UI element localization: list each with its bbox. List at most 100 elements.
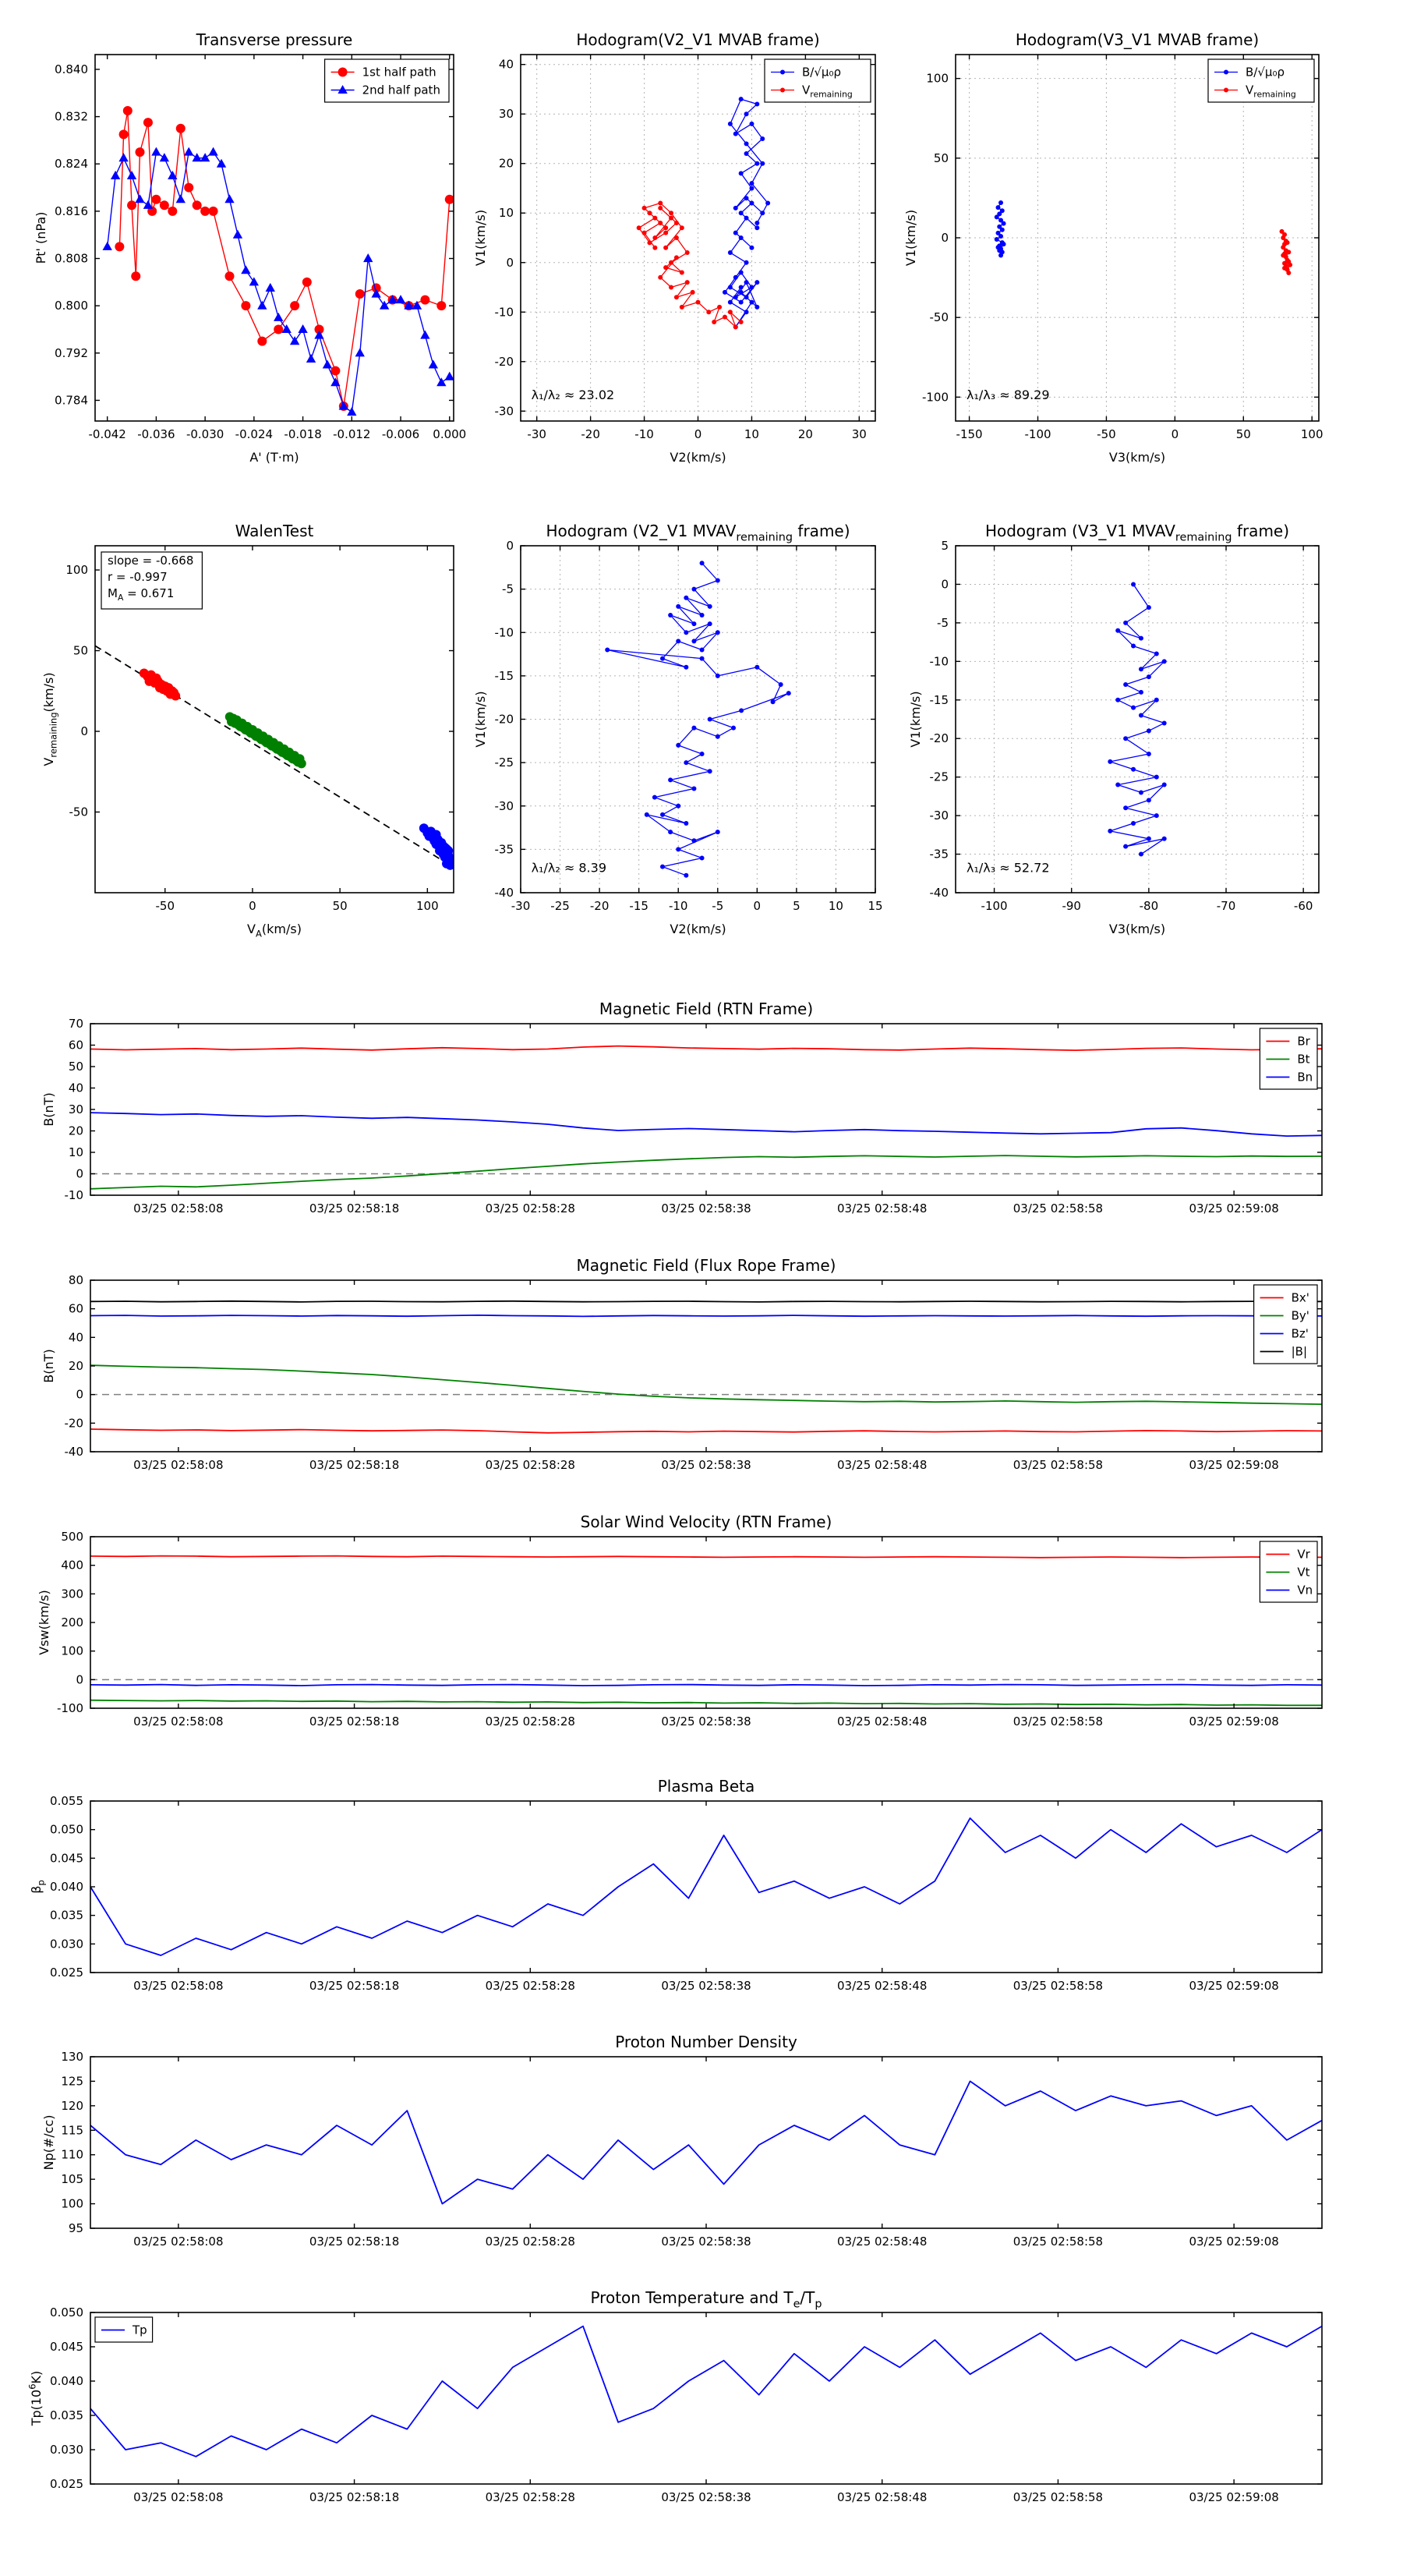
y-tick-label: 10: [499, 206, 514, 220]
y-tick-label: 0.824: [55, 157, 88, 171]
marker-circle: [241, 301, 251, 311]
y-tick-label: 0.030: [50, 2443, 83, 2457]
marker-triangle: [143, 200, 154, 209]
marker-dot: [673, 235, 679, 240]
marker-dot: [749, 121, 755, 126]
legend-label: 2nd half path: [362, 83, 440, 97]
y-tick-label: 0.050: [50, 2305, 83, 2319]
marker-circle: [135, 147, 145, 157]
y-tick-label: 0: [506, 256, 514, 270]
marker-dot: [1115, 628, 1121, 633]
marker-dot: [1281, 253, 1286, 258]
y-axis-label: V1(km/s): [903, 210, 918, 266]
marker-triangle: [102, 241, 112, 250]
marker-dot: [658, 274, 663, 280]
marker-dot: [676, 603, 681, 609]
y-tick-label: 0: [76, 1388, 83, 1402]
marker-dot: [738, 211, 744, 216]
x-tick-label: 03/25 02:58:18: [309, 2235, 399, 2249]
marker-dot: [673, 255, 679, 260]
y-tick-label: 0: [76, 1167, 83, 1181]
x-tick-label: 0.000: [433, 427, 466, 441]
marker-dot: [707, 717, 712, 722]
marker-dot: [733, 324, 738, 330]
x-tick-label: -50: [1097, 427, 1116, 441]
marker-dot: [1115, 782, 1121, 787]
marker-circle: [314, 324, 324, 334]
legend: B/√μ₀ρ Vremaining: [764, 58, 871, 103]
marker-dot: [1108, 828, 1113, 833]
x-tick-label: -0.018: [284, 427, 321, 441]
marker-dot: [1282, 265, 1288, 271]
series-line-2: [90, 1683, 1322, 1686]
y-axis-label: V1(km/s): [473, 210, 488, 266]
y-tick-label: 70: [69, 1017, 83, 1031]
marker-dot: [1161, 836, 1167, 841]
marker-dot: [652, 235, 658, 240]
marker-circle: [444, 194, 454, 204]
marker-triangle: [379, 300, 390, 310]
y-tick-label: -50: [69, 805, 89, 819]
y-tick-label: 0.040: [50, 2374, 83, 2388]
marker-dot: [641, 230, 647, 235]
ticks: -30 -25 -20 -15 -10 -5 0 5 10 15 0 -5 -10 -15 -20 -25 -3…: [495, 539, 883, 913]
chart-title: Hodogram(V2_V1 MVAB frame): [576, 30, 819, 49]
series-group: [605, 561, 791, 878]
marker-triangle: [298, 324, 308, 334]
legend: Br Bt Bn: [1259, 1028, 1318, 1090]
y-tick-label: 50: [934, 151, 949, 165]
stats-line: slope = -0.668: [108, 554, 193, 568]
marker-triangle: [412, 300, 422, 310]
y-axis-label: Vsw(km/s): [37, 1590, 51, 1654]
marker-dot: [1161, 720, 1167, 726]
series-line-0: [90, 1817, 1322, 1956]
x-tick-label: -30: [527, 427, 546, 441]
ticks: -50 0 50 100 -50 0 50 100: [65, 546, 454, 913]
series-line-2: [90, 1112, 1322, 1137]
panel-hodogram_v2v1_mvab: -30 -20 -10 0 10 20 30 -30 -20 -10 0 10 20 30 40 Hodogr…: [473, 30, 876, 465]
x-tick-label: 03/25 02:58:38: [661, 1979, 751, 1993]
y-tick-label: -30: [930, 809, 949, 823]
y-tick-label: 0.030: [50, 1937, 83, 1951]
x-tick-label: 03/25 02:58:28: [486, 1201, 575, 1215]
series-group: [90, 1817, 1322, 1956]
chart-title: Hodogram (V3_V1 MVAVremaining frame): [985, 522, 1289, 544]
marker-dot: [1138, 689, 1143, 695]
x-tick-label: 50: [1236, 427, 1251, 441]
ticks: -30 -20 -10 0 10 20 30 -30 -20 -10 0 10 20 30 40: [495, 55, 875, 441]
grid: [956, 545, 1319, 893]
y-tick-label: -15: [495, 669, 514, 683]
marker-dot: [744, 196, 749, 201]
marker-circle: [151, 194, 161, 204]
marker-dot: [660, 812, 665, 817]
y-axis-label: V1(km/s): [473, 691, 488, 747]
chart-title: Proton Number Density: [615, 2033, 797, 2051]
marker-circle: [440, 843, 450, 853]
x-tick-label: 03/25 02:58:08: [133, 1714, 223, 1729]
marker-dot: [739, 708, 744, 713]
marker-dot: [1154, 813, 1159, 819]
marker-dot: [733, 295, 738, 300]
y-axis-label: βp: [29, 1880, 46, 1894]
series-group: [102, 106, 454, 416]
marker-triangle: [257, 300, 267, 310]
x-tick-label: -0.030: [186, 427, 224, 441]
x-tick-label: 03/25 02:59:08: [1189, 1201, 1278, 1215]
x-tick-label: 100: [1301, 427, 1323, 441]
legend-label: Bn: [1297, 1070, 1313, 1085]
marker-dot: [1001, 242, 1006, 247]
x-tick-label: -30: [511, 899, 531, 913]
grid: [521, 55, 875, 421]
marker-circle: [337, 67, 348, 77]
marker-dot: [684, 872, 689, 878]
legend-label: Vremaining: [802, 83, 853, 100]
annotation: λ₁/λ₂ ≈ 8.39: [532, 860, 606, 875]
x-tick-label: 15: [868, 899, 882, 913]
y-tick-label: 100: [61, 1644, 83, 1658]
x-axis-label: V2(km/s): [670, 450, 726, 465]
marker-dot: [1146, 798, 1151, 803]
marker-dot: [1138, 790, 1143, 795]
x-tick-label: 0: [249, 899, 256, 913]
marker-dot: [669, 215, 674, 221]
